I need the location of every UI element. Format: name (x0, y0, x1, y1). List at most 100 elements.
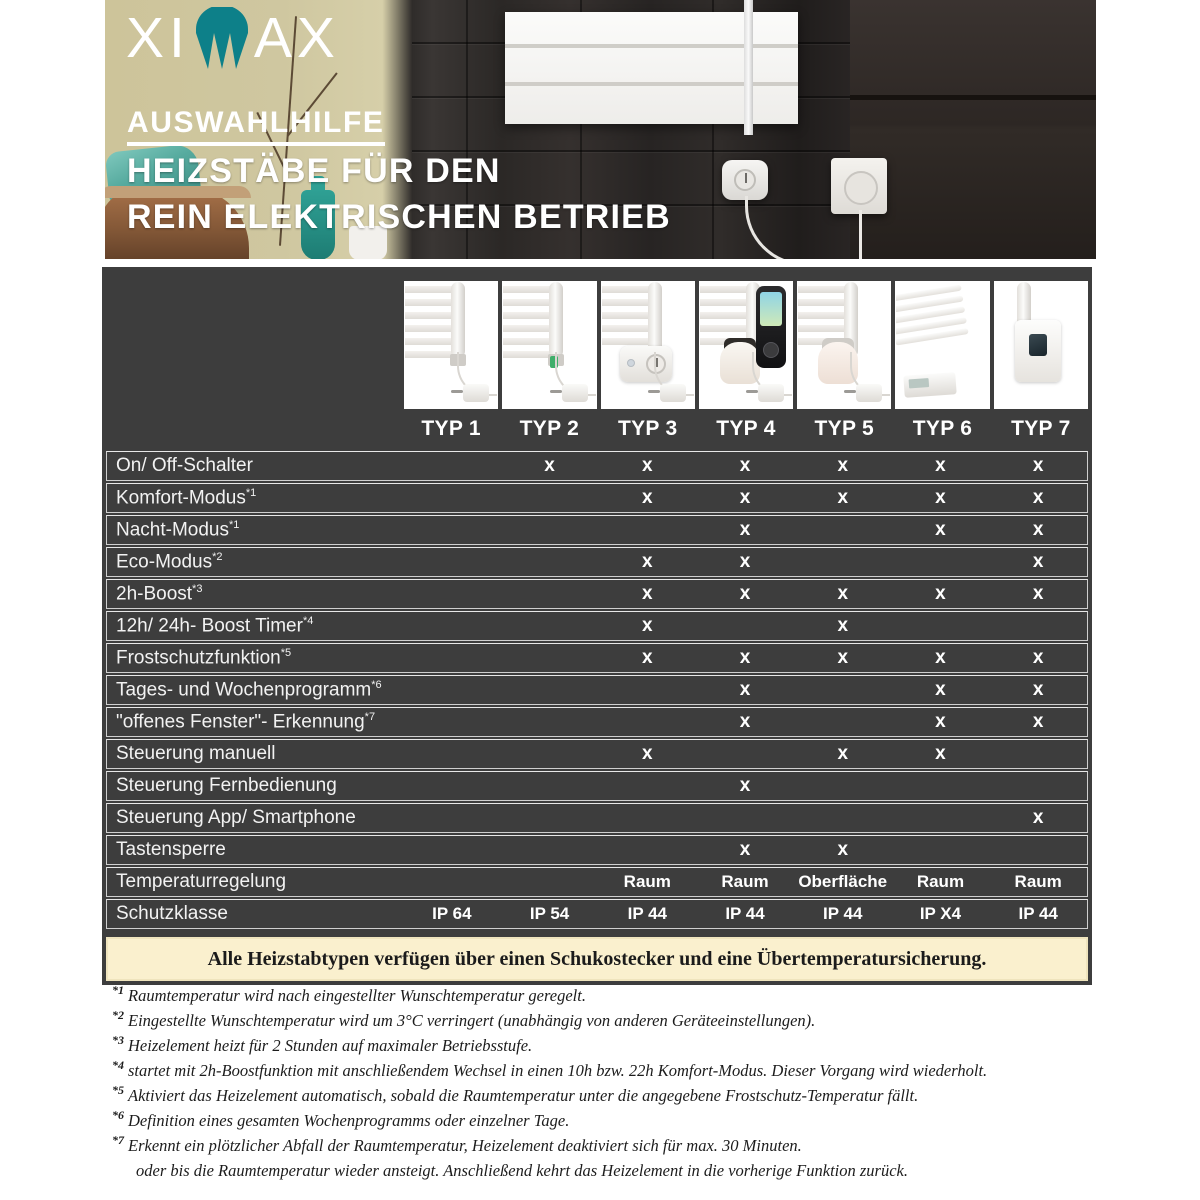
product-thumbnail-typ-7[interactable] (993, 281, 1088, 409)
product-thumbnail-typ-1[interactable] (404, 281, 499, 409)
module-display-icon (1028, 334, 1047, 356)
column-header-typ-1[interactable]: TYP 1 (421, 417, 481, 440)
column-header-typ-4[interactable]: TYP 4 (716, 417, 776, 440)
footnote-marker: *3 (112, 1033, 124, 1047)
footnote-marker: *2 (212, 550, 223, 563)
table-row: Nacht-Modus*1 x x x (106, 515, 1088, 545)
wall-radiator-photo (505, 12, 798, 124)
footnote-marker: *1 (229, 518, 240, 531)
cell-typ-4: IP 44 (725, 904, 765, 923)
product-thumbnail-typ-4[interactable] (698, 281, 794, 409)
footnote-marker: *4 (112, 1058, 124, 1072)
plug-icon (549, 384, 588, 402)
cell-typ-5: x (837, 839, 849, 860)
product-thumbnail-typ-6[interactable] (895, 281, 990, 409)
banner-eyebrow: AUSWAHLHILFE (127, 106, 385, 146)
table-row: Tages- und Wochenprogramm*6 x x x (106, 675, 1088, 705)
heating-rod-head (722, 160, 768, 200)
feature-label: 2h-Boost*3 (116, 582, 203, 605)
cell-typ-7: x (1032, 807, 1044, 828)
column-header-typ-2[interactable]: TYP 2 (519, 417, 580, 440)
cell-typ-3: Raum (623, 872, 671, 891)
socket-cord (859, 210, 862, 259)
cell-typ-5: x (837, 455, 849, 476)
cabinet-seam (850, 95, 1096, 100)
cell-typ-5: x (837, 647, 849, 668)
cell-typ-3: x (642, 487, 653, 508)
cell-typ-3: IP 44 (627, 904, 667, 923)
column-header-typ-3[interactable]: TYP 3 (617, 417, 678, 440)
feature-label: Steuerung Fernbedienung (116, 775, 337, 796)
feature-label: Eco-Modus*2 (116, 550, 223, 573)
feature-rows: On/ Off-Schalter x x x x x x Komfort-Modus*1 x x x… (104, 451, 1090, 933)
thumbnail-row-spacer (104, 269, 402, 417)
footnote-text: oder bis die Raumtemperatur wieder anste… (136, 1161, 908, 1180)
footnote-marker: *1 (112, 983, 124, 997)
cell-typ-3: x (642, 583, 653, 604)
footnote-marker: *5 (280, 646, 292, 659)
cell-typ-3: x (642, 455, 653, 476)
cup-decor (349, 226, 387, 259)
feature-label: "offenes Fenster"- Erkennung*7 (116, 710, 376, 733)
footnote-text: Raumtemperatur wird nach eingestellter W… (128, 986, 586, 1005)
cell-typ-7: x (1032, 519, 1044, 540)
footnote-item: *4 startet mit 2h-Boostfunktion mit ansch… (112, 1059, 1172, 1080)
cell-typ-3: x (642, 743, 653, 764)
table-row: Steuerung manuell x x x (106, 739, 1088, 769)
footnote-item: *6 Definition eines gesamten Wochenprogra… (112, 1109, 1172, 1130)
logo-text-left: XI (126, 5, 190, 70)
controller-display-icon (908, 378, 930, 389)
banner-title-line1: HEIZSTÄBE FÜR DEN (127, 152, 501, 190)
column-header-typ-5[interactable]: TYP 5 (814, 417, 874, 440)
footnote-marker: *7 (364, 710, 376, 723)
footnote-item: *5 Aktiviert das Heizelement automatisch,… (112, 1084, 1172, 1105)
column-header-typ-6[interactable]: TYP 6 (912, 417, 973, 440)
cell-typ-4: x (739, 551, 751, 572)
plug-icon (746, 384, 785, 402)
cell-typ-4: x (739, 519, 751, 540)
cell-typ-7: x (1032, 551, 1044, 572)
cell-typ-4: x (739, 455, 751, 476)
feature-label: Nacht-Modus*1 (116, 518, 240, 541)
ximax-logo: XI AX (126, 5, 340, 70)
cell-typ-3: x (642, 647, 653, 668)
cell-typ-2: IP 54 (529, 904, 570, 923)
product-thumbnail-typ-5[interactable] (797, 281, 892, 409)
feature-label: Tastensperre (116, 839, 226, 860)
power-switch-icon (550, 356, 559, 368)
vase-decor (301, 190, 335, 259)
footnote-item: *2 Eingestellte Wunschtemperatur wird um … (112, 1009, 1172, 1030)
product-thumbnail-typ-2[interactable] (502, 281, 597, 409)
table-row: 12h/ 24h- Boost Timer*4 x x (106, 611, 1088, 641)
footnote-text: startet mit 2h-Boostfunktion mit anschli… (128, 1061, 988, 1080)
product-thumbnail-typ-3[interactable] (600, 281, 695, 409)
footnote-text: Eingestellte Wunschtemperatur wird um 3°… (128, 1011, 816, 1030)
footnote-text: Aktiviert das Heizelement automatisch, s… (128, 1086, 919, 1105)
cell-typ-4: x (739, 839, 751, 860)
column-header-typ-7[interactable]: TYP 7 (1011, 417, 1071, 440)
wifi-module-icon (1014, 320, 1061, 382)
cell-typ-5: x (837, 583, 849, 604)
cell-typ-7: Raum (1014, 872, 1062, 891)
cell-typ-5: IP 44 (823, 904, 863, 923)
cell-typ-6: x (935, 743, 946, 764)
cell-typ-5: x (837, 743, 849, 764)
cell-typ-4: x (739, 647, 751, 668)
footnote-marker: *2 (112, 1008, 124, 1022)
cell-typ-6: x (935, 679, 946, 700)
radiator-bars-icon (405, 286, 457, 362)
footnote-item: *7 Erkennt ein plötzlicher Abfall der Rau… (112, 1134, 1172, 1155)
heating-rod-icon (451, 282, 465, 358)
table-row: Tastensperre x x (106, 835, 1088, 865)
footnote-marker: *6 (112, 1108, 124, 1122)
feature-label: On/ Off-Schalter (116, 455, 253, 476)
logo-text-right: AX (253, 5, 340, 70)
cell-typ-6: x (935, 583, 946, 604)
table-row: Schutzklasse IP 64 IP 54 IP 44 IP 44 IP 44 IP … (106, 899, 1088, 929)
table-row: "offenes Fenster"- Erkennung*7 x x x (106, 707, 1088, 737)
cell-typ-6: x (935, 519, 946, 540)
cell-typ-7: x (1032, 583, 1044, 604)
towel-rail-icon (896, 284, 970, 356)
cell-typ-7: IP 44 (1018, 904, 1058, 923)
